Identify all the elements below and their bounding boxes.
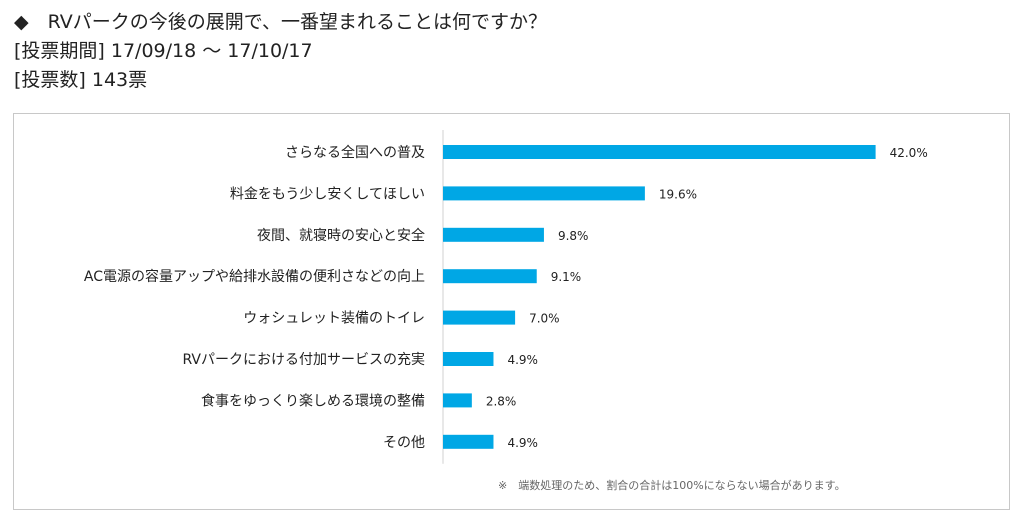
bar xyxy=(443,227,544,242)
value-label: 9.8% xyxy=(558,229,589,243)
category-label: その他 xyxy=(383,435,425,451)
bar xyxy=(443,310,516,325)
category-label: RVパークにおける付加サービスの充実 xyxy=(182,352,425,368)
value-label: 2.8% xyxy=(486,394,516,408)
bar xyxy=(443,145,876,159)
category-label: 食事をゆっくり楽しめる環境の整備 xyxy=(201,392,425,409)
vote-count: [投票数] 143票 xyxy=(14,69,148,91)
category-label: ウォシュレット装備のトイレ xyxy=(243,311,425,327)
value-label: 19.6% xyxy=(659,187,697,201)
value-label: 4.9% xyxy=(507,436,537,450)
voting-period: [投票期間] 17/09/18 〜 17/10/17 xyxy=(14,40,313,62)
bar xyxy=(443,434,494,449)
value-label: 7.0% xyxy=(529,312,560,326)
footnote: ※ 端数処理のため、割合の合計は100%にならない場合があります。 xyxy=(498,478,846,492)
category-label: さらなる全国への普及 xyxy=(285,144,425,161)
value-label: 4.9% xyxy=(507,353,537,367)
bar xyxy=(443,186,645,201)
bar xyxy=(443,269,537,284)
header: ◆ RVパークの今後の展開で、一番望まれることは何ですか？ [投票期間] 17/… xyxy=(14,8,547,95)
category-label: 夜間、就寝時の安心と安全 xyxy=(257,227,425,244)
category-label: 料金をもう少し安くしてほしい xyxy=(230,186,425,202)
category-label: AC電源の容量アップや給排水設備の便利さなどの向上 xyxy=(84,268,425,285)
value-label: 42.0% xyxy=(890,146,928,160)
bar xyxy=(443,393,472,408)
value-label: 9.1% xyxy=(551,270,582,284)
bar xyxy=(443,352,494,366)
survey-question: ◆ RVパークの今後の展開で、一番望まれることは何ですか？ xyxy=(14,11,548,33)
chart-frame xyxy=(13,113,1010,510)
